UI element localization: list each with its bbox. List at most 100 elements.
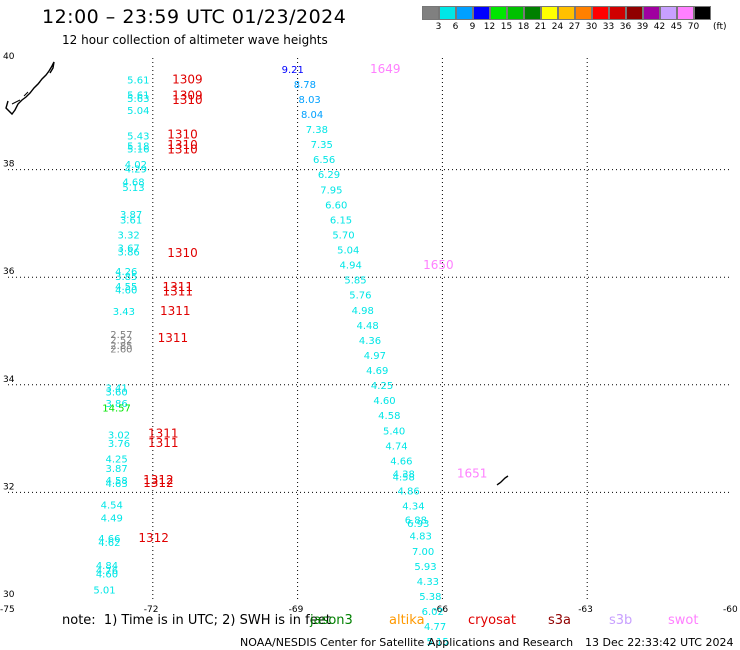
legend-label: 3: [435, 22, 442, 32]
wave-height-value: 4.60: [115, 285, 137, 296]
satellite-label-altika: altika: [389, 613, 425, 628]
pass-number-label: 1310: [167, 138, 198, 152]
wave-height-value: 3.87: [105, 464, 127, 475]
wave-height-value: 5.43: [127, 131, 149, 142]
wave-height-value: 4.84: [96, 561, 118, 572]
pass-number-label: 1310: [172, 93, 203, 107]
legend-label: 27: [568, 22, 581, 32]
wave-height-value: 9.21: [282, 65, 304, 76]
lat-tick-label: 40: [3, 52, 15, 62]
pass-number-label: 1311: [148, 427, 179, 441]
wave-height-value: 4.68: [122, 178, 144, 189]
wave-height-value: 5.38: [419, 592, 441, 603]
coastline-island: [11, 81, 41, 105]
wave-height-value: 3.86: [118, 248, 140, 259]
wave-height-value: 3.67: [118, 243, 140, 254]
wave-height-value: 5.61: [127, 91, 149, 102]
wave-height-value: 3.87: [120, 210, 142, 221]
wave-height-value: 14.57: [102, 404, 131, 415]
legend-swatch: [694, 6, 711, 20]
legend-label: 12: [483, 22, 496, 32]
wave-height-value: 6.56: [313, 155, 335, 166]
pass-number-label: 1310: [167, 142, 198, 156]
wave-height-value: 3.61: [120, 215, 142, 226]
pass-number-label: 1310: [167, 246, 198, 260]
legend-label: 30: [585, 22, 598, 32]
wave-height-value: 4.66: [390, 456, 412, 467]
wave-height-value: 4.69: [366, 366, 388, 377]
generated-timestamp: 13 Dec 22:33:42 UTC 2024: [585, 636, 734, 649]
lon-tick-label: -63: [578, 605, 593, 615]
wave-height-value: 4.48: [356, 321, 378, 332]
wave-height-value: 5.01: [93, 586, 115, 597]
wave-height-value: 4.98: [352, 306, 374, 317]
wave-height-value: 4.26: [115, 267, 137, 278]
lon-tick-label: -69: [289, 605, 304, 615]
wave-height-value: 6.93: [407, 519, 429, 530]
legend-swatch: [592, 6, 609, 20]
legend-swatch: [507, 6, 524, 20]
satellite-label-swot: swot: [668, 613, 699, 628]
legend-label: 36: [619, 22, 632, 32]
wave-height-value: 2.60: [110, 345, 132, 356]
wave-height-value: 4.60: [373, 396, 395, 407]
wave-height-value: 8.03: [299, 95, 321, 106]
wave-height-value: 5.63: [127, 94, 149, 105]
wave-height-value: 4.83: [410, 532, 432, 543]
wave-height-value: 5.04: [337, 246, 359, 257]
wave-height-value: 3.86: [105, 399, 127, 410]
wave-height-value: 8.78: [294, 80, 316, 91]
wave-height-value: 5.93: [414, 562, 436, 573]
wave-height-value: 5.16: [127, 144, 149, 155]
pass-number-label: 1309: [172, 73, 203, 87]
legend-label: 33: [602, 22, 615, 32]
wave-height-value: 6.29: [318, 170, 340, 181]
legend-label: 39: [636, 22, 649, 32]
wave-height-value: 6.60: [325, 200, 347, 211]
wave-height-value: 5.76: [349, 291, 371, 302]
wave-height-value: 4.62: [98, 538, 120, 549]
wave-height-value: 6.88: [405, 516, 427, 527]
legend-label: 18: [517, 22, 530, 32]
wave-height-value: 3.76: [108, 439, 130, 450]
legend-swatch: [473, 6, 490, 20]
legend-label: 21: [534, 22, 547, 32]
wave-height-value: 4.76: [96, 566, 118, 577]
wave-height-value: 4.74: [385, 441, 407, 452]
wave-height-value: 4.33: [417, 577, 439, 588]
lat-tick-label: 34: [3, 375, 15, 385]
legend-swatch: [524, 6, 541, 20]
legend-swatch: [677, 6, 694, 20]
wave-height-value: 2.57: [110, 330, 132, 341]
legend-label: 24: [551, 22, 564, 32]
wave-height-value: 5.85: [344, 276, 366, 287]
legend-label: 45: [670, 22, 683, 32]
wave-height-value: 7.35: [311, 140, 333, 151]
legend-swatch: [541, 6, 558, 20]
legend-swatch: [660, 6, 677, 20]
pass-number-label: 1311: [148, 436, 179, 450]
wave-height-value: 7.95: [320, 185, 342, 196]
wave-height-value: 4.36: [359, 336, 381, 347]
pass-number-label: 1311: [162, 280, 193, 294]
pass-number-label: 1650: [423, 258, 454, 272]
wave-height-value: 4.02: [125, 160, 147, 171]
wave-height-value: 2.52: [110, 335, 132, 346]
page-subtitle: 12 hour collection of altimeter wave hei…: [62, 33, 328, 47]
wave-height-value: 4.25: [371, 381, 393, 392]
legend-label: 6: [452, 22, 459, 32]
pass-number-label: 1312: [143, 476, 174, 490]
footnote: note: 1) Time is in UTC; 2) SWH is in fe…: [62, 613, 331, 628]
legend-label: 42: [653, 22, 666, 32]
wave-height-value: 3.60: [105, 388, 127, 399]
legend-unit: (ft): [713, 22, 727, 32]
legend-swatch: [609, 6, 626, 20]
wave-height-value: 5.04: [127, 106, 149, 117]
wave-height-value: 4.86: [397, 487, 419, 498]
legend-swatch: [643, 6, 660, 20]
pass-number-label: 1312: [138, 531, 169, 545]
legend-swatch: [439, 6, 456, 20]
wave-height-value: 6.15: [330, 215, 352, 226]
wave-height-value: 4.97: [364, 351, 386, 362]
